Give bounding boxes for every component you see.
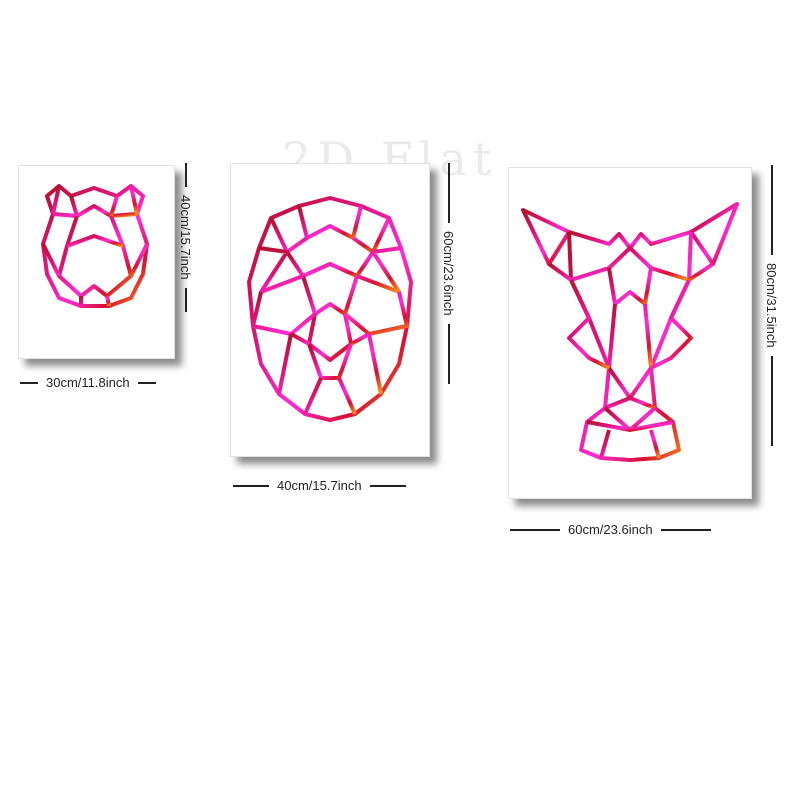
lion-head-icon [247,196,413,422]
warthog-width-dimension: 60cm/23.6inch [510,522,711,537]
hippo-panel [18,165,175,359]
hippo-height-dimension: 40cm/15.7inch [178,163,193,312]
warthog-panel [508,167,752,499]
lion-height-dimension: 60cm/23.6inch [441,163,456,384]
dimension-line [369,484,406,487]
warthog-head-icon [521,202,739,462]
dimension-line [184,163,187,187]
dimension-line [184,287,187,312]
dimension-line [447,163,450,223]
warthog-height-dimension: 80cm/31.5inch [764,165,779,446]
dimension-line [137,381,156,384]
lion-width-dimension: 40cm/15.7inch [233,478,406,493]
lion-height-label: 60cm/23.6inch [441,231,456,316]
lion-width-label: 40cm/15.7inch [277,478,362,493]
warthog-width-label: 60cm/23.6inch [568,522,653,537]
dimension-line [660,528,711,531]
dimension-line [510,528,560,531]
warthog-height-label: 80cm/31.5inch [764,263,779,348]
hippo-width-label: 30cm/11.8inch [46,375,130,390]
dimension-line [447,323,450,384]
hippo-width-dimension: 30cm/11.8inch [20,375,156,390]
hippo-height-label: 40cm/15.7inch [178,195,193,280]
dimension-line [233,484,269,487]
dimension-line [770,165,773,255]
dimension-line [770,355,773,446]
hippo-head-icon [41,184,149,308]
dimension-line [20,381,38,384]
lion-panel [230,163,430,457]
